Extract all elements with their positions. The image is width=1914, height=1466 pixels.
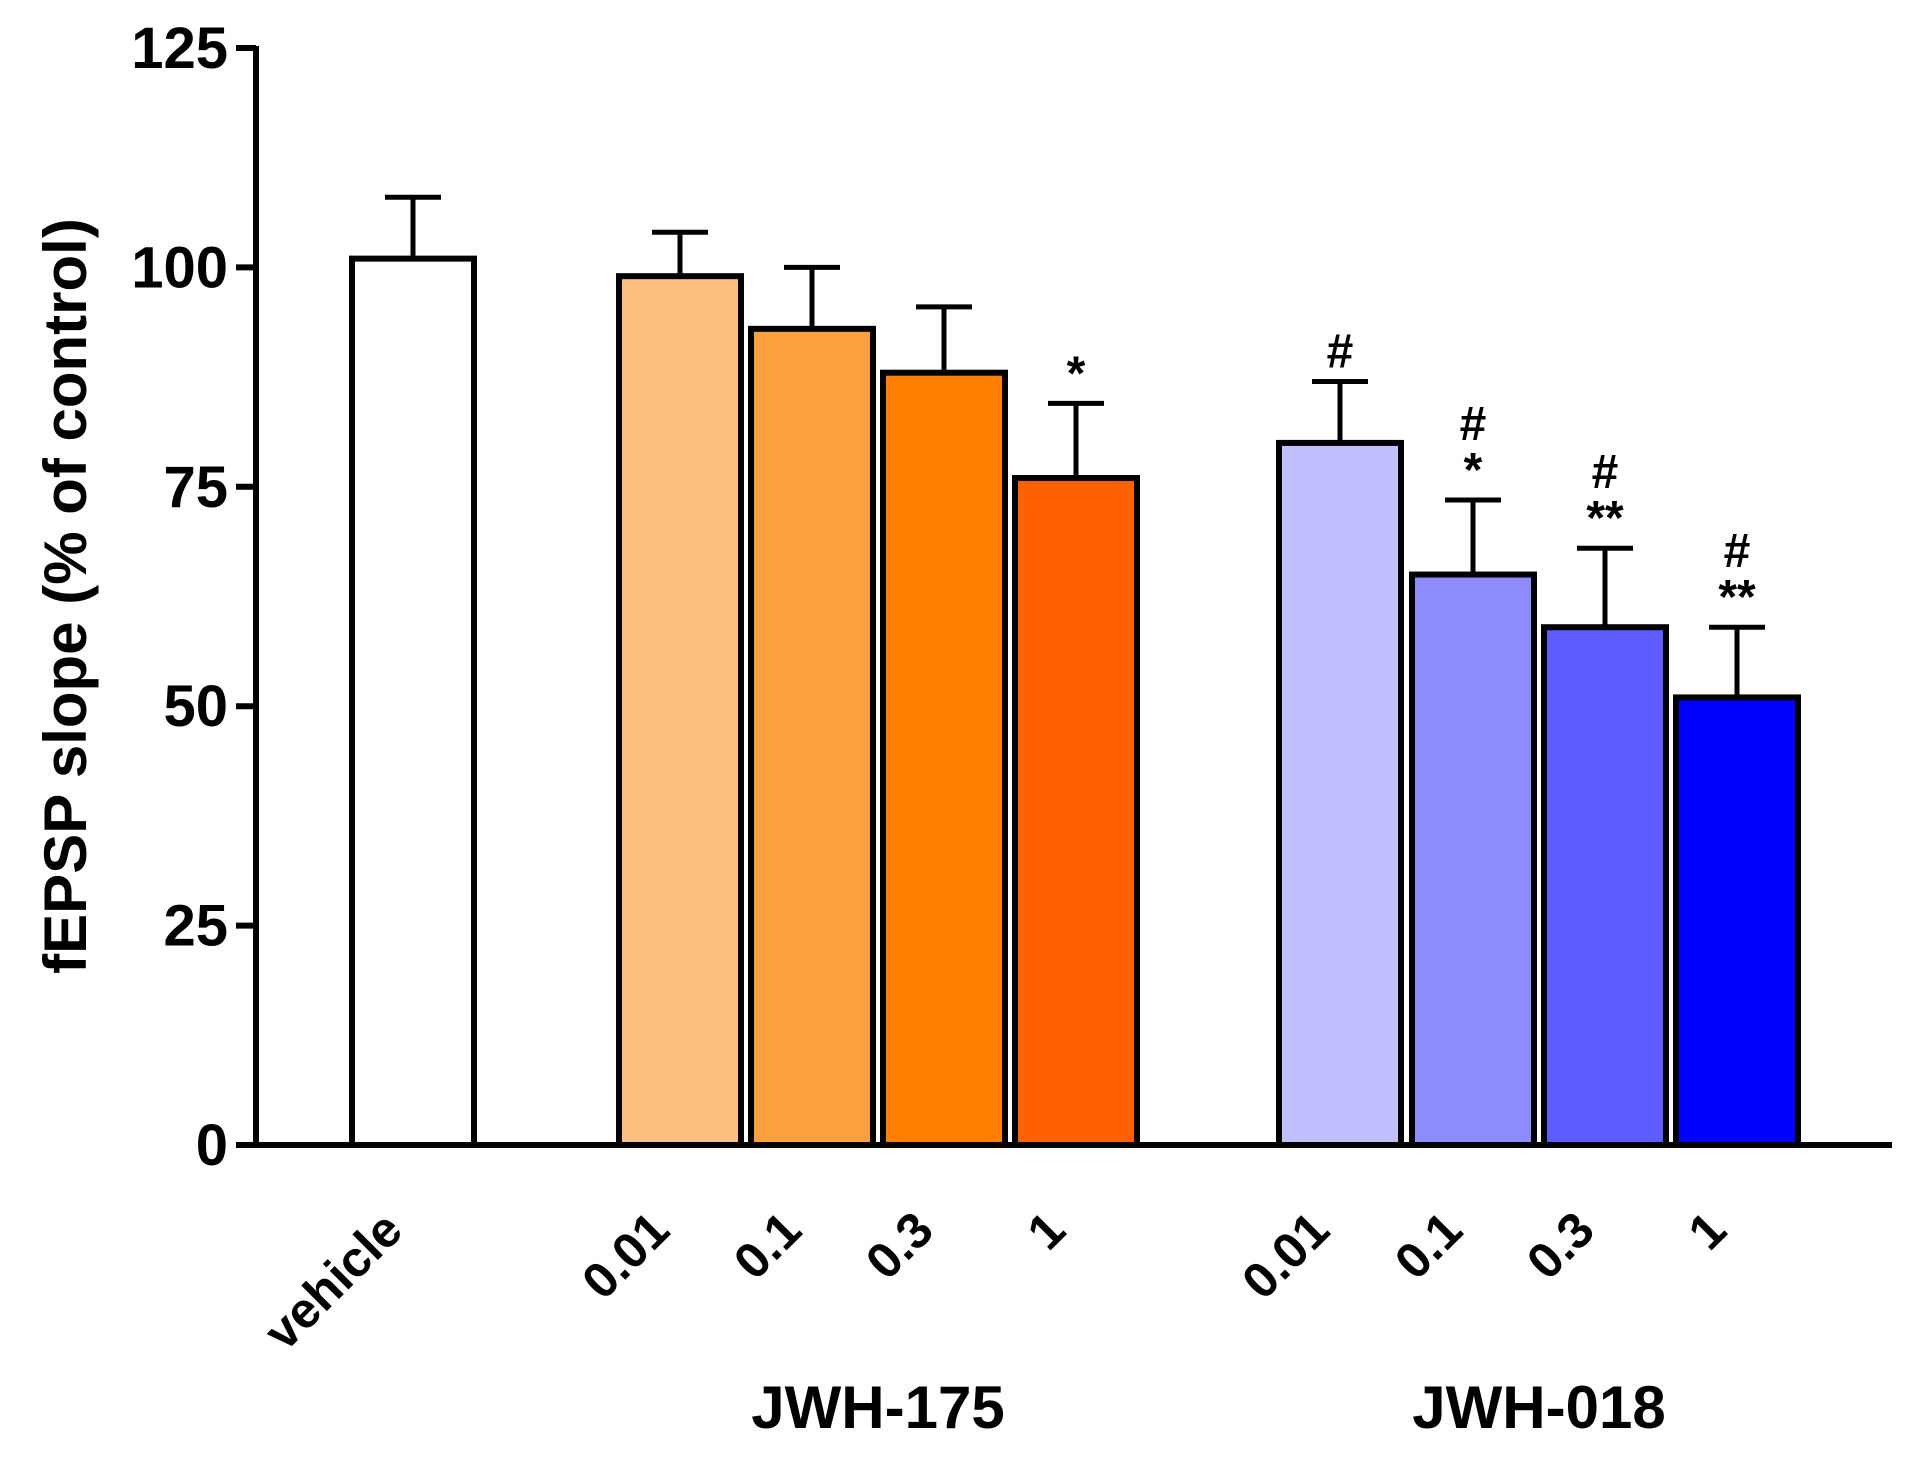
bar-9	[1673, 694, 1801, 1148]
significance-marker: **	[1586, 492, 1624, 545]
y-tick-label: 125	[131, 16, 228, 81]
y-tick-label: 25	[163, 894, 228, 959]
bar-3	[748, 325, 876, 1149]
bar-2	[616, 273, 744, 1148]
bar-5	[1012, 475, 1140, 1148]
x-category-label: 0.01	[571, 1201, 679, 1309]
group-label: JWH-175	[751, 1374, 1004, 1441]
y-tick-label: 75	[163, 455, 228, 520]
bar-8	[1541, 624, 1669, 1148]
x-category-label: 1	[1017, 1201, 1076, 1260]
group-label: JWH-018	[1412, 1374, 1665, 1441]
significance-marker: #	[1327, 325, 1354, 378]
significance-marker: #	[1724, 525, 1751, 578]
bar-1	[349, 255, 477, 1148]
bars	[349, 194, 1801, 1149]
significance-marker: #	[1460, 398, 1487, 451]
x-category-label: 0.1	[1384, 1201, 1473, 1290]
y-tick-label: 50	[163, 674, 228, 739]
y-tick-label: 0	[196, 1113, 228, 1178]
x-category-label: vehicle	[253, 1201, 412, 1360]
significance-marker: *	[1464, 444, 1483, 497]
x-category-label: 0.1	[723, 1201, 812, 1290]
y-tick-label: 100	[131, 235, 228, 300]
y-axis-title: fEPSP slope (% of control)	[32, 218, 99, 974]
significance-marker: *	[1067, 347, 1086, 400]
bar-4	[880, 369, 1008, 1149]
x-category-label: 0.3	[1516, 1201, 1605, 1290]
x-category-label: 0.3	[855, 1201, 944, 1290]
bar-6	[1276, 439, 1404, 1149]
significance-marker: #	[1592, 446, 1619, 499]
significance-marker: **	[1718, 571, 1756, 624]
bar-7	[1409, 571, 1537, 1148]
x-category-label: 0.01	[1231, 1201, 1339, 1309]
x-category-label: 1	[1678, 1201, 1737, 1260]
